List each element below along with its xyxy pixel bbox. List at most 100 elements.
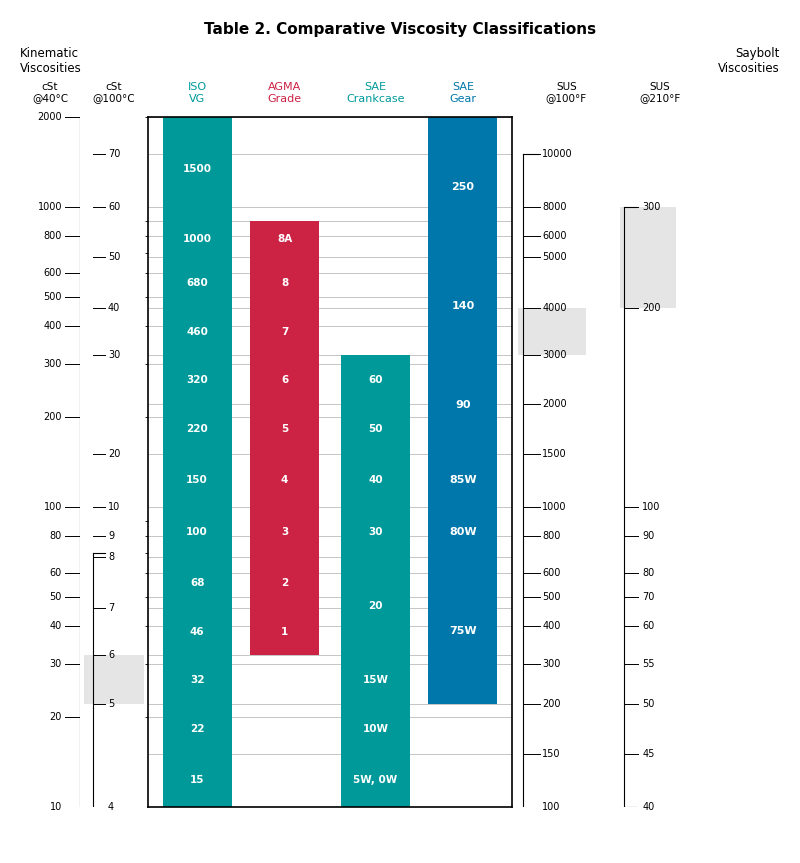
Bar [428,356,498,454]
Text: 75W: 75W [449,626,477,636]
Text: 300: 300 [44,359,62,369]
Text: 1000: 1000 [182,234,212,244]
Text: 40: 40 [50,621,62,631]
Bar [341,754,410,807]
Bar [341,557,410,655]
Text: 100: 100 [542,802,561,812]
Bar [341,404,410,454]
Text: SAE
Gear: SAE Gear [450,82,476,104]
Text: 4: 4 [108,802,114,812]
Bar [250,608,319,655]
Text: 50: 50 [368,424,382,434]
Bar [250,308,319,356]
Text: 50: 50 [50,592,62,602]
Bar [428,257,498,356]
Text: 2000: 2000 [38,111,62,122]
Text: 400: 400 [542,621,561,631]
Text: 10000: 10000 [542,149,573,159]
Text: 15: 15 [190,776,204,785]
Text: 8A: 8A [277,234,292,244]
Text: 40: 40 [108,303,120,313]
Text: 680: 680 [186,278,208,287]
Text: 30: 30 [50,658,62,669]
Text: 100: 100 [642,502,661,512]
Text: 600: 600 [542,569,561,578]
Text: 100: 100 [44,502,62,512]
Text: 5W, 0W: 5W, 0W [354,776,398,785]
Text: Saybolt
Viscosities: Saybolt Viscosities [718,47,780,75]
Text: 2000: 2000 [542,399,567,409]
Text: 9: 9 [108,531,114,541]
Text: 8000: 8000 [542,202,567,211]
Text: AGMA
Grade: AGMA Grade [267,82,302,104]
Text: 60: 60 [368,375,382,385]
Bar [428,557,498,704]
Bar [518,308,586,356]
Bar [162,507,232,557]
Bar [341,454,410,507]
Bar [162,356,232,404]
Text: 46: 46 [190,627,205,637]
Text: 3: 3 [281,527,288,537]
Text: 8: 8 [108,552,114,562]
Text: 320: 320 [186,375,208,385]
Text: 68: 68 [190,577,204,588]
Bar [250,404,319,454]
Text: 8: 8 [281,278,288,287]
Bar [250,221,319,257]
Text: 200: 200 [642,303,661,313]
Text: 5: 5 [108,699,114,709]
Text: 10W: 10W [362,724,389,734]
Text: 500: 500 [43,293,62,302]
Text: 460: 460 [186,327,208,337]
Text: 7: 7 [108,603,114,613]
Bar [428,507,498,557]
Text: 20: 20 [368,602,382,611]
Text: 400: 400 [44,321,62,331]
Text: 40: 40 [642,802,654,812]
Text: Kinematic
Viscosities: Kinematic Viscosities [20,47,82,75]
Text: 80: 80 [642,569,654,578]
Bar [162,454,232,507]
Text: 4000: 4000 [542,303,567,313]
Bar [162,655,232,704]
Text: 60: 60 [642,621,654,631]
Text: 45: 45 [642,749,654,759]
Text: 32: 32 [190,675,204,684]
Text: 2: 2 [281,577,288,588]
Text: 1500: 1500 [542,449,567,459]
Text: 60: 60 [50,569,62,578]
Text: 600: 600 [44,268,62,279]
Bar [250,257,319,308]
Text: 20: 20 [50,712,62,721]
Text: 10: 10 [108,502,120,512]
Text: SUS
@100°F: SUS @100°F [546,82,587,104]
Text: 300: 300 [542,658,561,669]
Text: 30: 30 [368,527,382,537]
Text: Table 2. Comparative Viscosity Classifications: Table 2. Comparative Viscosity Classific… [204,22,596,36]
Bar [162,704,232,754]
Text: 5000: 5000 [542,252,567,262]
Text: 200: 200 [542,699,561,709]
Text: 90: 90 [455,400,470,410]
Bar [162,308,232,356]
Text: 1: 1 [281,627,288,637]
Text: 55: 55 [642,658,655,669]
Text: 60: 60 [108,202,120,211]
Bar [620,207,676,308]
Text: 140: 140 [451,301,474,312]
Text: 50: 50 [108,252,120,262]
Bar [84,655,144,704]
Bar [341,356,410,404]
Text: ISO
VG: ISO VG [187,82,206,104]
Bar [428,454,498,507]
Bar [250,507,319,557]
Text: SAE
Crankcase: SAE Crankcase [346,82,405,104]
Text: 22: 22 [190,724,204,734]
Text: 3000: 3000 [542,350,567,360]
Bar [341,704,410,754]
Text: 150: 150 [186,476,208,486]
Bar [162,608,232,655]
Text: 220: 220 [186,424,208,434]
Text: 150: 150 [542,749,561,759]
